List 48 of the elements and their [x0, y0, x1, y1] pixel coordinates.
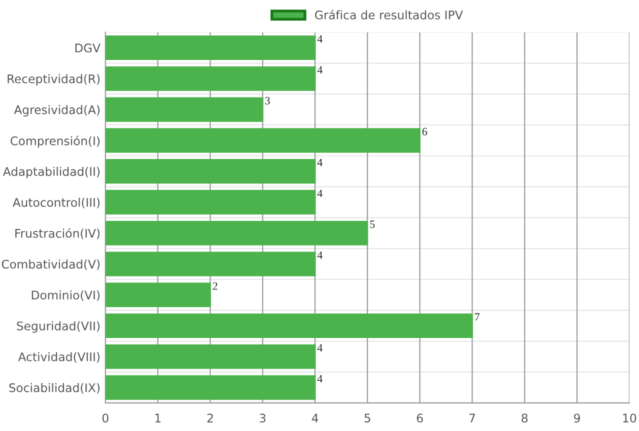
y-tick-label: Receptividad(R): [8, 74, 100, 86]
y-tick-label: Agresividad(A): [14, 105, 100, 116]
x-tick-label: 7: [469, 414, 475, 422]
x-tick-label: 2: [207, 414, 213, 422]
y-tick-label: Seguridad(VII): [17, 321, 100, 333]
bar: [105, 190, 316, 214]
y-tick-label: Comprensión(I): [10, 136, 100, 148]
data-label: 3: [265, 96, 270, 104]
bar: [105, 375, 316, 400]
x-tick-label: 3: [260, 414, 266, 423]
y-tick-label: Sociabilidad(IX): [9, 383, 100, 394]
y-tick-label: Adaptabilidad(II): [2, 166, 100, 178]
data-label: 4: [317, 251, 323, 259]
bar: [105, 344, 316, 369]
x-tick-label: 0: [102, 414, 108, 423]
bar: [105, 128, 421, 153]
data-label: 4: [317, 375, 323, 382]
bar: [105, 35, 316, 60]
bar: [105, 282, 211, 308]
y-tick-label: Autocontrol(III): [12, 198, 100, 208]
data-label: 4: [317, 35, 323, 43]
bar: [105, 220, 368, 246]
y-tick-label: Actividad(VIII): [18, 352, 100, 363]
data-label: 4: [317, 344, 323, 352]
data-label: 4: [317, 158, 323, 166]
x-tick-label: 1: [155, 414, 160, 422]
data-label: 4: [317, 66, 323, 74]
x-tick-label: 8: [522, 414, 528, 423]
y-tick-label: Dominio(VI): [32, 290, 100, 301]
y-tick-label: DGV: [75, 43, 100, 52]
legend-label: Gráfica de resultados IPV: [315, 10, 463, 20]
x-tick-label: 5: [364, 414, 370, 423]
x-tick-label: 10: [623, 414, 636, 423]
data-label: 2: [212, 282, 218, 290]
x-tick-label: 4: [312, 414, 318, 422]
data-label: 6: [422, 128, 428, 136]
bar: [105, 159, 316, 184]
y-tick-label: Combatividad(V): [2, 260, 100, 270]
y-tick-label: Frustración(IV): [15, 228, 100, 240]
data-label: 5: [370, 220, 375, 228]
data-label: 7: [475, 313, 480, 321]
x-tick-label: 6: [416, 414, 423, 423]
bar: [105, 313, 473, 338]
bar: [105, 252, 316, 276]
data-label: 4: [317, 190, 323, 198]
bar: [105, 97, 264, 122]
x-tick-label: 9: [574, 414, 580, 423]
bar: [105, 66, 316, 91]
